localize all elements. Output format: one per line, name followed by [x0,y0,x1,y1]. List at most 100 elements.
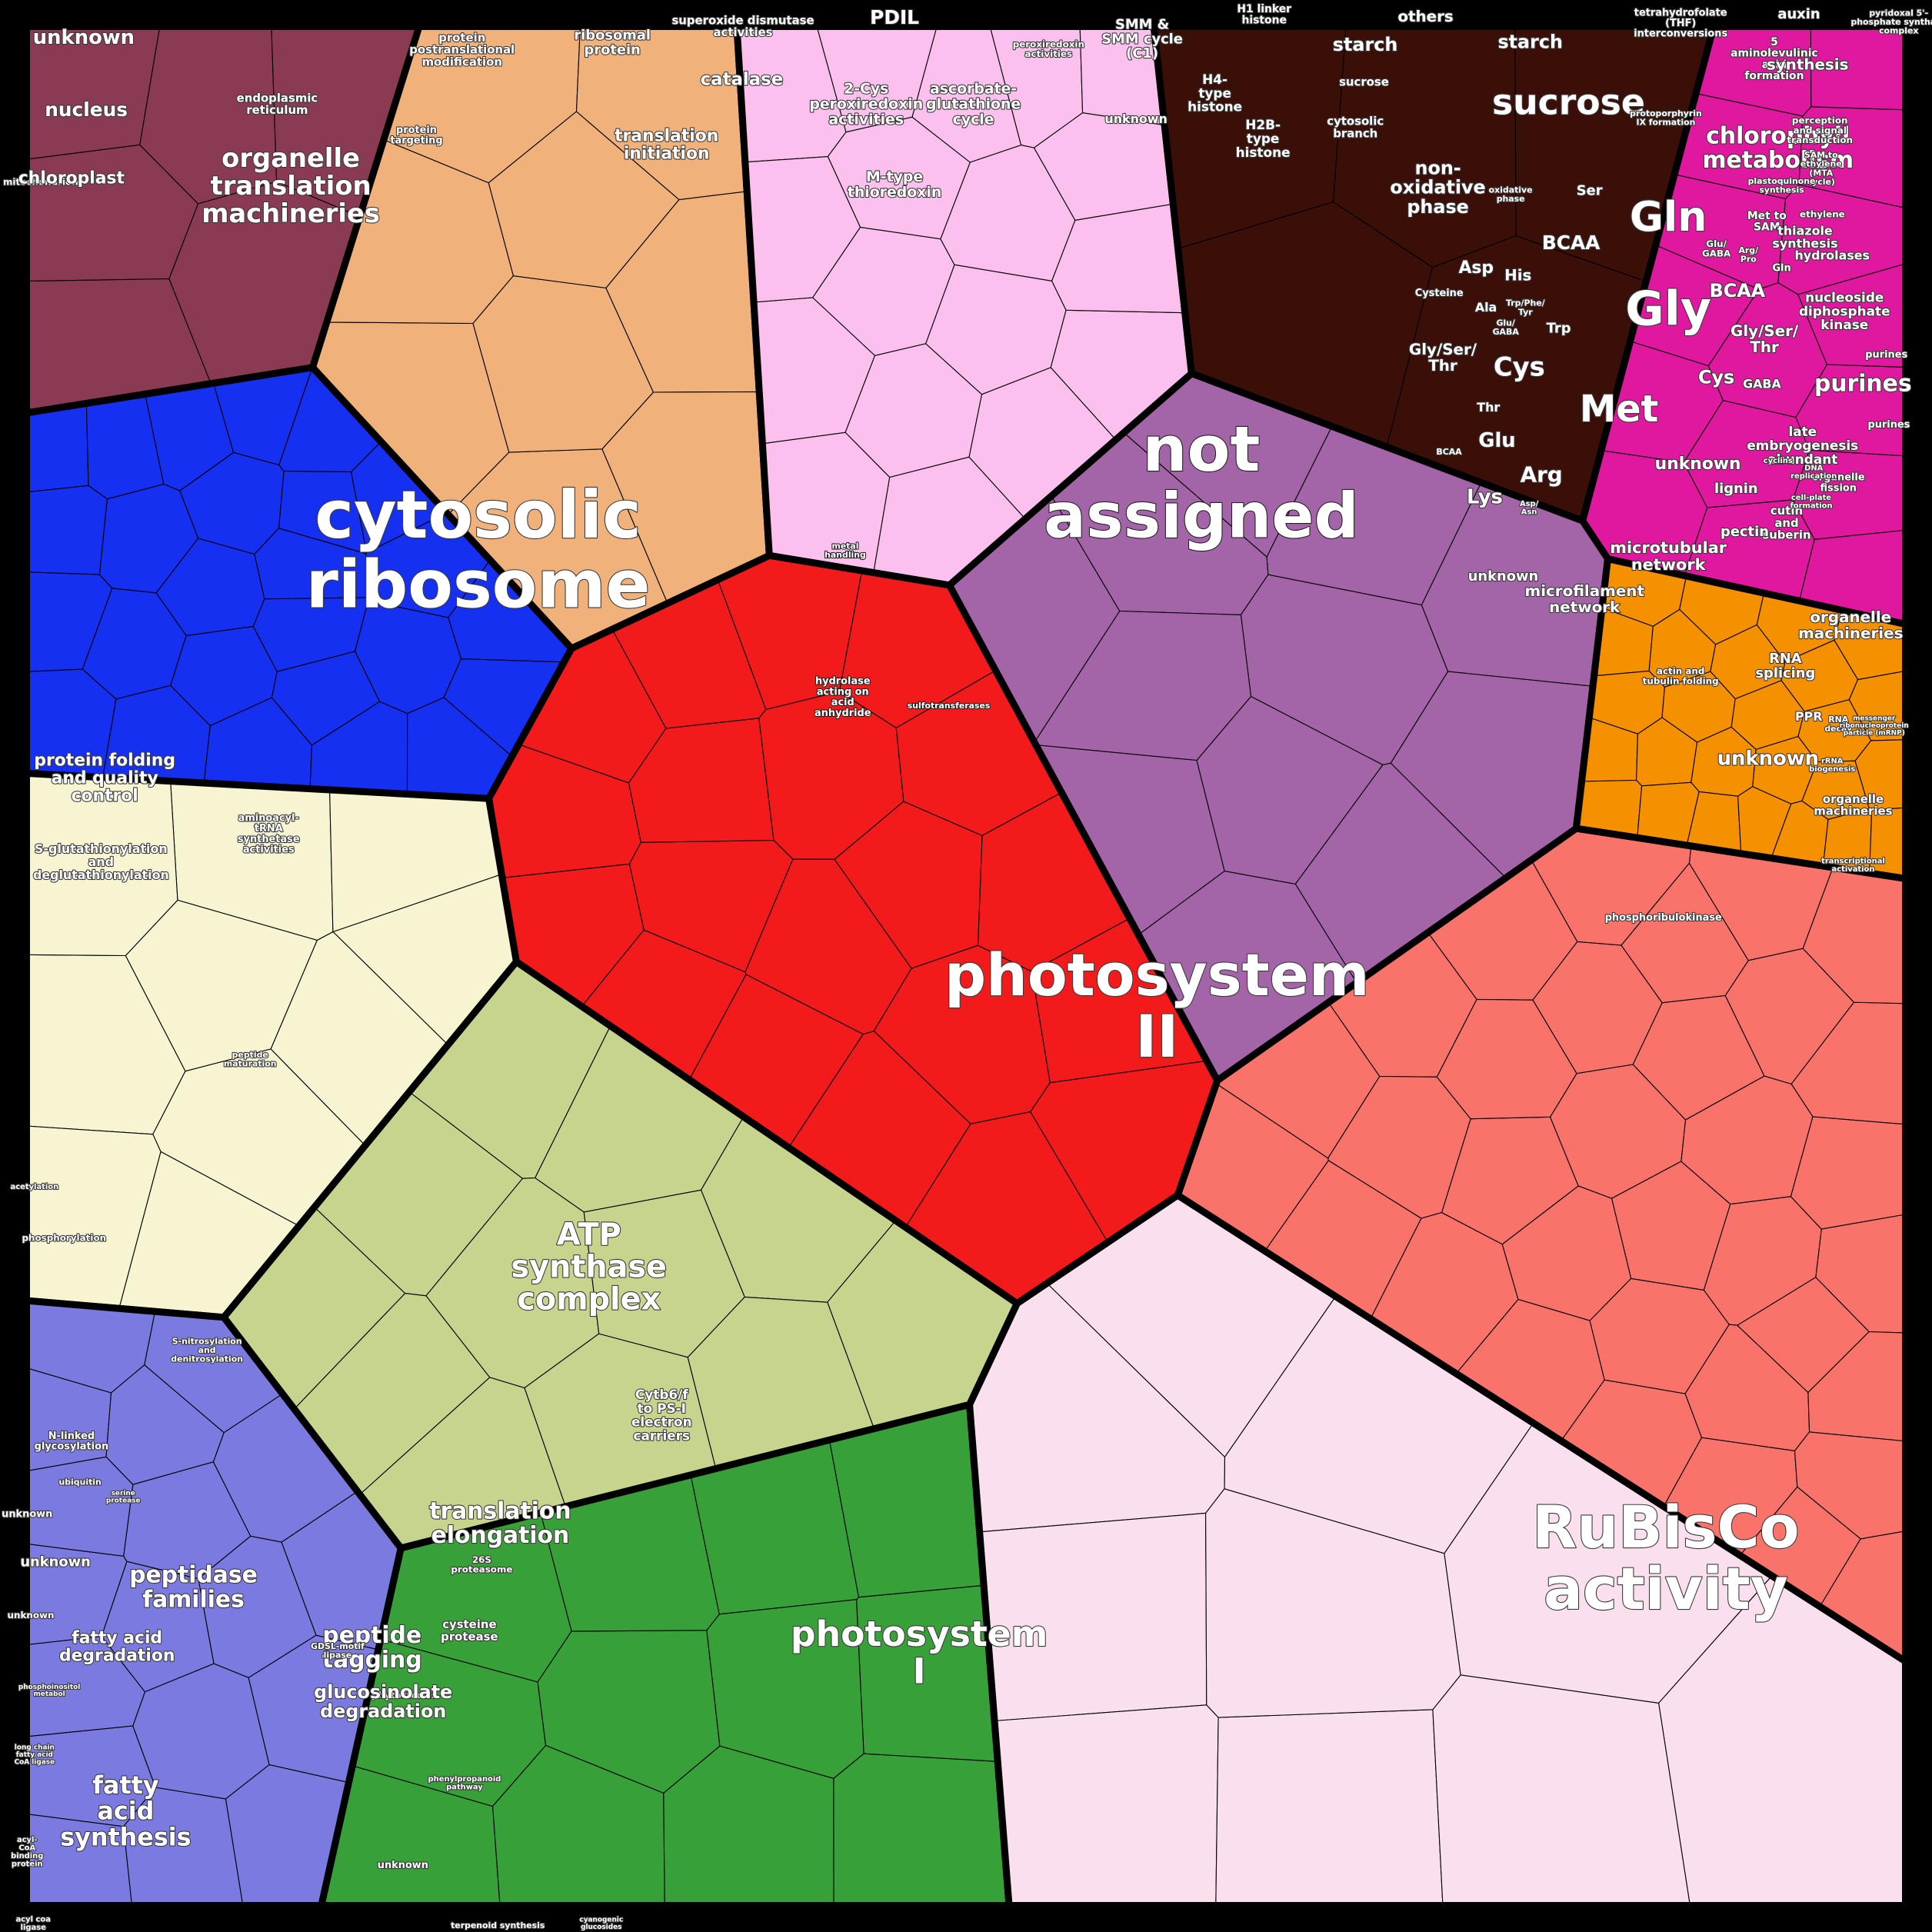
treemap-subcell [472,275,655,453]
label-line: Asp/ [1520,500,1539,508]
treemap-subcell [1724,948,1855,1085]
label-line: perception [1792,115,1848,126]
cell-label-lignin: lignin [1714,480,1759,498]
label-line: thiazole [1777,223,1832,238]
label-line: PDIL [870,6,919,28]
cell-label-unknown-red-top: unknown [1104,111,1168,127]
label-line: sucrose [1339,75,1389,88]
label-line: (MTA [1809,168,1833,178]
label-line: kinase [1820,317,1868,332]
label-line: complex [517,1282,661,1317]
label-line: fatty acid [16,1751,53,1759]
label-line: cutin [1770,504,1803,518]
label-line: Gly/Ser/ [1409,341,1477,358]
label-line: machineries [1798,625,1903,642]
cell-label-His: His [1504,265,1532,285]
label-line: auxin [1777,6,1820,22]
label-line: to PS-I [638,1401,686,1416]
cell-label-unknown-dark-mauve: unknown [32,25,135,50]
treemap-subcell [1205,1488,1461,1718]
cell-label-GluGABA-red: Glu/GABA [1492,317,1521,338]
label-line: I [913,1651,926,1691]
label-line: plastoquinone [1748,176,1816,186]
label-line: biogenesis [1809,765,1855,774]
cell-label-phytosterols: phytosterols [371,1689,438,1701]
label-line: Gly/Ser/ [1730,322,1799,340]
label-line: phytosterols [371,1690,437,1700]
label-line: glucosides [581,1924,621,1931]
cell-label-cyclins: cyclins [1763,456,1794,466]
cell-label-unknown-cream: unknown [377,1859,429,1872]
label-line: Thr [1428,357,1457,375]
label-line: (C1) [1126,45,1158,62]
label-line: cytosolic [1327,115,1384,128]
label-line: decay [1824,724,1852,734]
label-line: chloroplast [18,168,125,188]
label-line: families [142,1586,245,1613]
label-line: acid [97,1798,154,1826]
label-line: acetylation [11,1183,59,1191]
label-line: Ser [1577,182,1603,198]
label-line: long chain [15,1744,55,1751]
label-line: 2-Cys [844,81,888,98]
label-line: sucrose [1492,82,1645,123]
cell-label-SMM-cycle: SMM &SMM cycle(C1) [1101,15,1184,62]
label-line: Cys [1494,352,1545,382]
label-line: organelle [1810,608,1891,626]
label-line: transcriptional [1821,857,1885,865]
label-line: (THF) [1665,18,1696,29]
label-line: SMM & [1115,16,1169,32]
cell-label-Ala: Ala [1474,299,1498,315]
cell-label-Cys-blue: Cys [1697,365,1735,388]
label-line: and [88,854,114,869]
cell-label-terpenoid-synthesis: terpenoid synthesis [450,1920,545,1931]
label-line: tubulin folding [1643,675,1719,686]
label-line: suberin [1762,528,1810,542]
label-line: GABA [1702,248,1731,258]
label-line: oxidative [1489,185,1533,195]
cell-label-GABA-blue: GABA [1742,375,1783,391]
cell-label-GluGABA-blue: Glu/GABA [1701,238,1732,260]
label-line: complex [1879,25,1918,35]
cell-label-others: others [1397,7,1454,26]
label-line: histone [1241,15,1286,27]
label-line: type [1247,131,1280,146]
label-line: histone [1236,145,1291,160]
label-line: ribosomal [574,28,651,44]
cell-label-TrpPheTyr: Trp/Phe/Tyr [1505,298,1546,318]
label-line: and [198,1345,216,1355]
label-line: peroxiredoxin [1013,38,1084,49]
label-line: acid [831,697,854,708]
label-line: proteasome [451,1564,512,1574]
label-line: mitochondrion [3,177,78,188]
cell-label-sucrose-small: sucrose [1338,74,1390,89]
label-line: oxidative [1390,177,1485,198]
cell-label-PDIL: PDIL [869,5,920,29]
label-line: pyridoxal 5'- [1869,8,1928,18]
treemap-subcell [125,899,318,1072]
cell-label-Trp: Trp [1546,320,1572,338]
label-line: protein [396,125,437,136]
label-line: phase [1497,194,1525,204]
label-line: unknown [1104,112,1167,126]
label-line: cycle [953,112,994,128]
treemap-subcell [856,1584,998,1762]
label-line: Met [1580,388,1659,431]
